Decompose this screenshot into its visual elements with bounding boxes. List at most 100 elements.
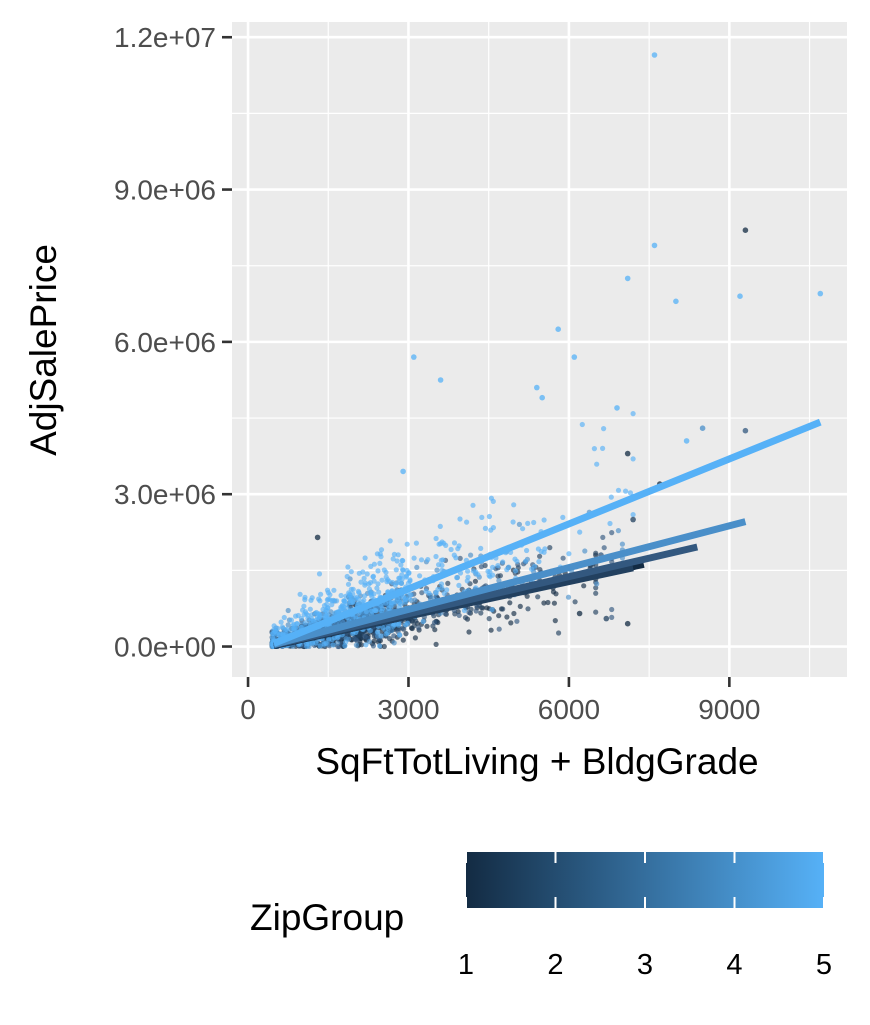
data-point	[366, 586, 372, 592]
data-point	[361, 597, 367, 603]
data-point	[514, 558, 520, 564]
data-point	[624, 620, 631, 627]
data-point	[385, 630, 391, 636]
data-point	[466, 629, 472, 635]
data-point	[579, 421, 585, 428]
data-point	[442, 611, 448, 617]
data-point	[413, 540, 419, 546]
data-point	[651, 52, 658, 58]
data-point	[364, 571, 370, 577]
data-point	[465, 568, 471, 574]
data-point	[438, 581, 445, 587]
data-point	[433, 641, 439, 648]
data-point	[275, 625, 281, 632]
data-point	[302, 609, 308, 615]
data-point	[496, 626, 502, 632]
data-point	[375, 581, 381, 587]
data-point	[308, 597, 314, 603]
data-point	[630, 411, 636, 417]
data-point	[411, 555, 417, 561]
data-point	[371, 578, 377, 584]
data-point	[371, 638, 377, 644]
data-point	[539, 394, 545, 401]
data-point	[302, 620, 308, 626]
data-point	[290, 623, 296, 629]
data-point	[321, 641, 327, 647]
data-point	[334, 598, 340, 604]
data-point	[464, 578, 470, 584]
data-point	[358, 579, 364, 585]
data-point	[377, 560, 383, 567]
data-point	[531, 519, 537, 526]
data-point	[603, 615, 610, 622]
data-point	[414, 564, 420, 571]
data-point	[462, 615, 469, 621]
data-point	[371, 561, 377, 567]
data-point	[378, 633, 384, 639]
data-point	[301, 603, 307, 609]
data-point	[387, 636, 393, 642]
data-point	[394, 558, 400, 564]
data-point	[354, 638, 360, 644]
data-point	[651, 242, 658, 249]
y-tick-label: 1.2e+07	[114, 22, 216, 53]
data-point	[470, 502, 476, 508]
data-point	[329, 636, 335, 643]
data-point	[298, 615, 304, 622]
data-point	[325, 590, 331, 596]
data-point	[571, 354, 578, 360]
data-point	[313, 617, 319, 623]
data-point	[338, 592, 344, 599]
data-point	[309, 616, 315, 622]
trend-line-group-4	[272, 518, 747, 648]
x-tick-label: 6000	[538, 694, 600, 725]
data-point	[360, 569, 366, 575]
data-point	[314, 534, 321, 541]
data-point	[517, 603, 523, 610]
data-point	[513, 568, 519, 574]
data-point	[342, 598, 348, 605]
legend-title: ZipGroup	[250, 897, 404, 938]
data-point	[316, 571, 323, 577]
data-point	[404, 541, 410, 547]
data-point	[609, 614, 615, 621]
data-point	[456, 582, 462, 589]
data-point	[514, 618, 520, 624]
data-point	[389, 579, 396, 586]
data-point	[535, 594, 541, 600]
data-point	[516, 521, 523, 528]
y-tick-label: 3.0e+06	[114, 479, 216, 510]
data-point	[594, 581, 600, 587]
legend-tick-label: 3	[637, 949, 653, 981]
data-point	[381, 567, 387, 573]
x-axis: 0 3000 6000 9000	[240, 677, 760, 725]
data-point	[437, 377, 444, 383]
data-point	[619, 541, 626, 547]
data-point	[490, 525, 496, 531]
x-tick-label: 3000	[377, 694, 439, 725]
data-point	[390, 556, 396, 562]
x-tick-label: 9000	[698, 694, 760, 725]
data-point	[525, 606, 531, 612]
data-point	[441, 590, 447, 597]
data-point	[593, 550, 599, 556]
data-point	[624, 450, 631, 457]
data-point	[624, 275, 631, 282]
data-point	[420, 618, 426, 625]
data-point	[495, 563, 501, 569]
data-point	[362, 555, 368, 561]
data-point	[438, 557, 444, 563]
data-point	[582, 548, 588, 554]
data-point	[400, 567, 406, 573]
data-point	[489, 607, 495, 613]
data-point	[457, 516, 463, 522]
data-point	[593, 585, 599, 591]
data-point	[383, 574, 389, 580]
data-point	[552, 618, 558, 624]
data-point	[393, 567, 399, 573]
data-point	[395, 552, 401, 558]
data-point	[673, 298, 679, 305]
data-point	[478, 545, 484, 552]
data-point	[478, 564, 484, 570]
